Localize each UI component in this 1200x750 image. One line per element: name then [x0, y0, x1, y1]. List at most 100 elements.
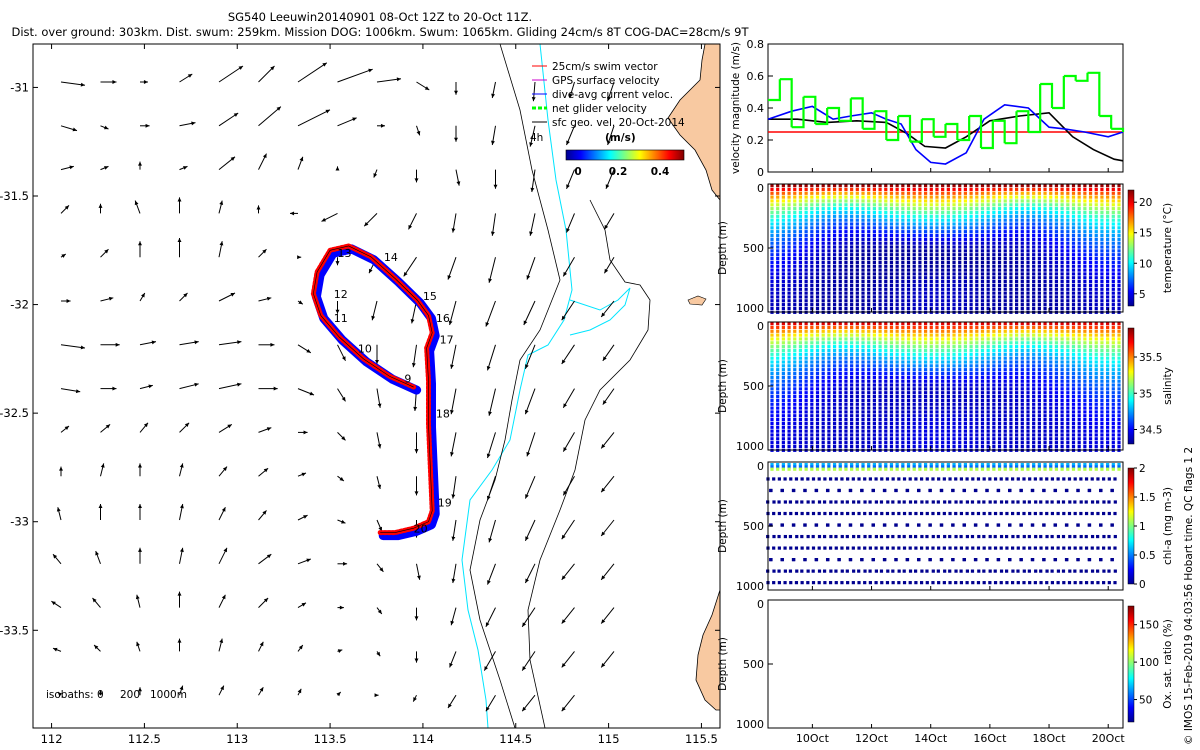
profile-sample [1060, 364, 1064, 368]
profile-sample [992, 398, 996, 402]
profile-sample [855, 375, 859, 379]
profile-sample [901, 210, 905, 215]
profile-sample [918, 237, 922, 241]
profile-sample [793, 364, 797, 368]
map-xtick-label: 112.5 [128, 732, 161, 746]
profile-sample [941, 268, 945, 272]
chl-sample [800, 534, 804, 539]
profile-sample [1077, 276, 1081, 280]
profile-sample [1020, 210, 1024, 215]
profile-sample [1003, 394, 1007, 399]
profile-sample [1043, 337, 1047, 341]
profile-sample [810, 348, 814, 353]
profile-sample [787, 333, 791, 337]
profile-sample [958, 210, 962, 215]
profile-sample [1060, 322, 1064, 326]
profile-sample [1015, 414, 1019, 418]
profile-sample [1009, 256, 1013, 261]
profile-sample [963, 425, 968, 429]
chl-sample [828, 511, 833, 516]
profile-sample [969, 371, 973, 376]
profile-sample [1054, 306, 1059, 311]
profile-sample [781, 207, 785, 211]
profile-sample [776, 371, 780, 376]
profile-sample [1032, 375, 1036, 379]
profile-sample [815, 379, 820, 383]
profile-sample [980, 283, 985, 288]
profile-sample [1015, 391, 1019, 395]
profile-sample [941, 433, 945, 437]
profile-sample [781, 375, 785, 379]
profile-sample [923, 322, 928, 326]
profile-sample [884, 402, 888, 406]
profile-sample [918, 437, 922, 441]
profile-sample [975, 256, 979, 261]
profile-sample [901, 249, 905, 253]
profile-sample [884, 207, 888, 211]
chl-sample [798, 463, 803, 467]
profile-sample [838, 391, 842, 395]
profile-sample [929, 364, 933, 368]
profile-sample [952, 387, 956, 391]
profile-sample [793, 418, 797, 422]
panel-background [768, 184, 1123, 312]
profile-sample [963, 253, 968, 257]
profile-sample [1043, 394, 1047, 399]
vector-head [376, 651, 381, 657]
profile-sample [958, 226, 962, 230]
profile-sample [958, 195, 962, 199]
profile-sample [1015, 410, 1019, 414]
profile-sample [963, 352, 968, 356]
profile-sample [1077, 375, 1081, 379]
profile-sample [861, 345, 865, 349]
profile-sample [952, 410, 956, 414]
profile-sample [1026, 256, 1030, 261]
profile-sample [1083, 402, 1087, 406]
profile-sample [1088, 433, 1093, 437]
profile-sample [844, 368, 848, 372]
profile-sample [986, 226, 990, 230]
profile-sample [952, 245, 956, 249]
profile-sample [929, 348, 933, 353]
vector-head [563, 403, 568, 408]
profile-sample [1060, 237, 1064, 241]
vector-head [230, 156, 235, 161]
profile-sample [850, 272, 854, 276]
profile-sample [850, 237, 854, 241]
profile-sample [1100, 287, 1104, 291]
profile-sample [798, 322, 803, 326]
profile-sample [1049, 207, 1053, 211]
profile-sample [787, 256, 791, 261]
profile-sample [929, 226, 933, 230]
profile-sample [798, 371, 803, 376]
profile-sample [952, 291, 956, 295]
profile-sample [821, 207, 825, 211]
profile-sample [770, 230, 774, 234]
profile-sample [1100, 272, 1104, 276]
profile-sample [992, 187, 996, 192]
profile-sample [923, 437, 928, 441]
profile-sample [929, 429, 933, 433]
profile-sample [1111, 218, 1115, 222]
profile-sample [1066, 253, 1070, 257]
profile-sample [827, 280, 831, 284]
vector-head [184, 422, 190, 428]
profile-sample [776, 398, 780, 402]
profile-sample [958, 364, 962, 368]
profile-sample [929, 371, 933, 376]
profile-sample [918, 268, 922, 272]
profile-sample [770, 214, 774, 218]
profile-sample [1026, 287, 1030, 291]
profile-sample [810, 398, 814, 402]
profile-sample [770, 287, 774, 291]
profile-sample [997, 402, 1002, 406]
profile-sample [872, 218, 876, 222]
profile-sample [1026, 441, 1030, 445]
vector-head [525, 536, 529, 541]
profile-sample [1094, 352, 1098, 356]
profile-sample [1049, 371, 1053, 376]
profile-sample [827, 368, 831, 372]
profile-sample [889, 291, 894, 295]
profile-sample [872, 249, 876, 253]
profile-sample [901, 414, 905, 418]
